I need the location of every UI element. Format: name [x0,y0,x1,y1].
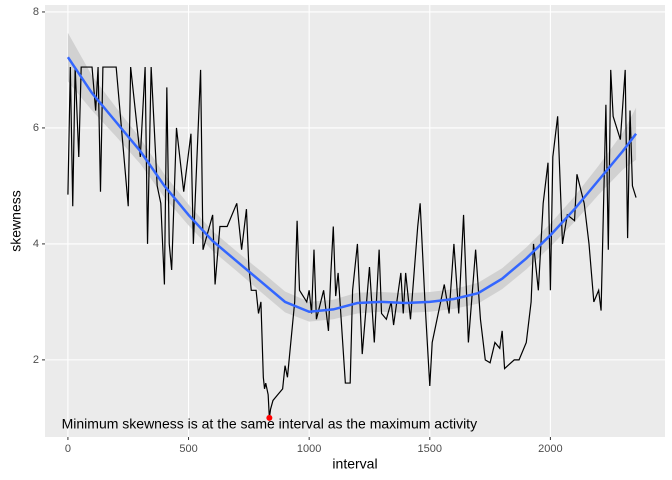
smooth-line [66,56,638,314]
y-tick-label: 8 [33,6,39,18]
minimum-point [266,414,273,421]
y-tick-label: 6 [33,122,39,134]
y-tick-label: 2 [33,354,39,366]
y-axis-label: skewness [8,190,24,251]
x-tick-label: 0 [65,443,71,455]
data-line [67,66,637,418]
x-tick-label: 500 [179,443,197,455]
x-tick-label: 1500 [418,443,442,455]
annotation: Minimum skewness is at the same interval… [62,416,477,432]
x-tick-label: 2000 [538,443,562,455]
x-axis-label: interval [332,456,377,472]
x-tick-label: 1000 [297,443,321,455]
y-tick-label: 4 [33,238,39,250]
